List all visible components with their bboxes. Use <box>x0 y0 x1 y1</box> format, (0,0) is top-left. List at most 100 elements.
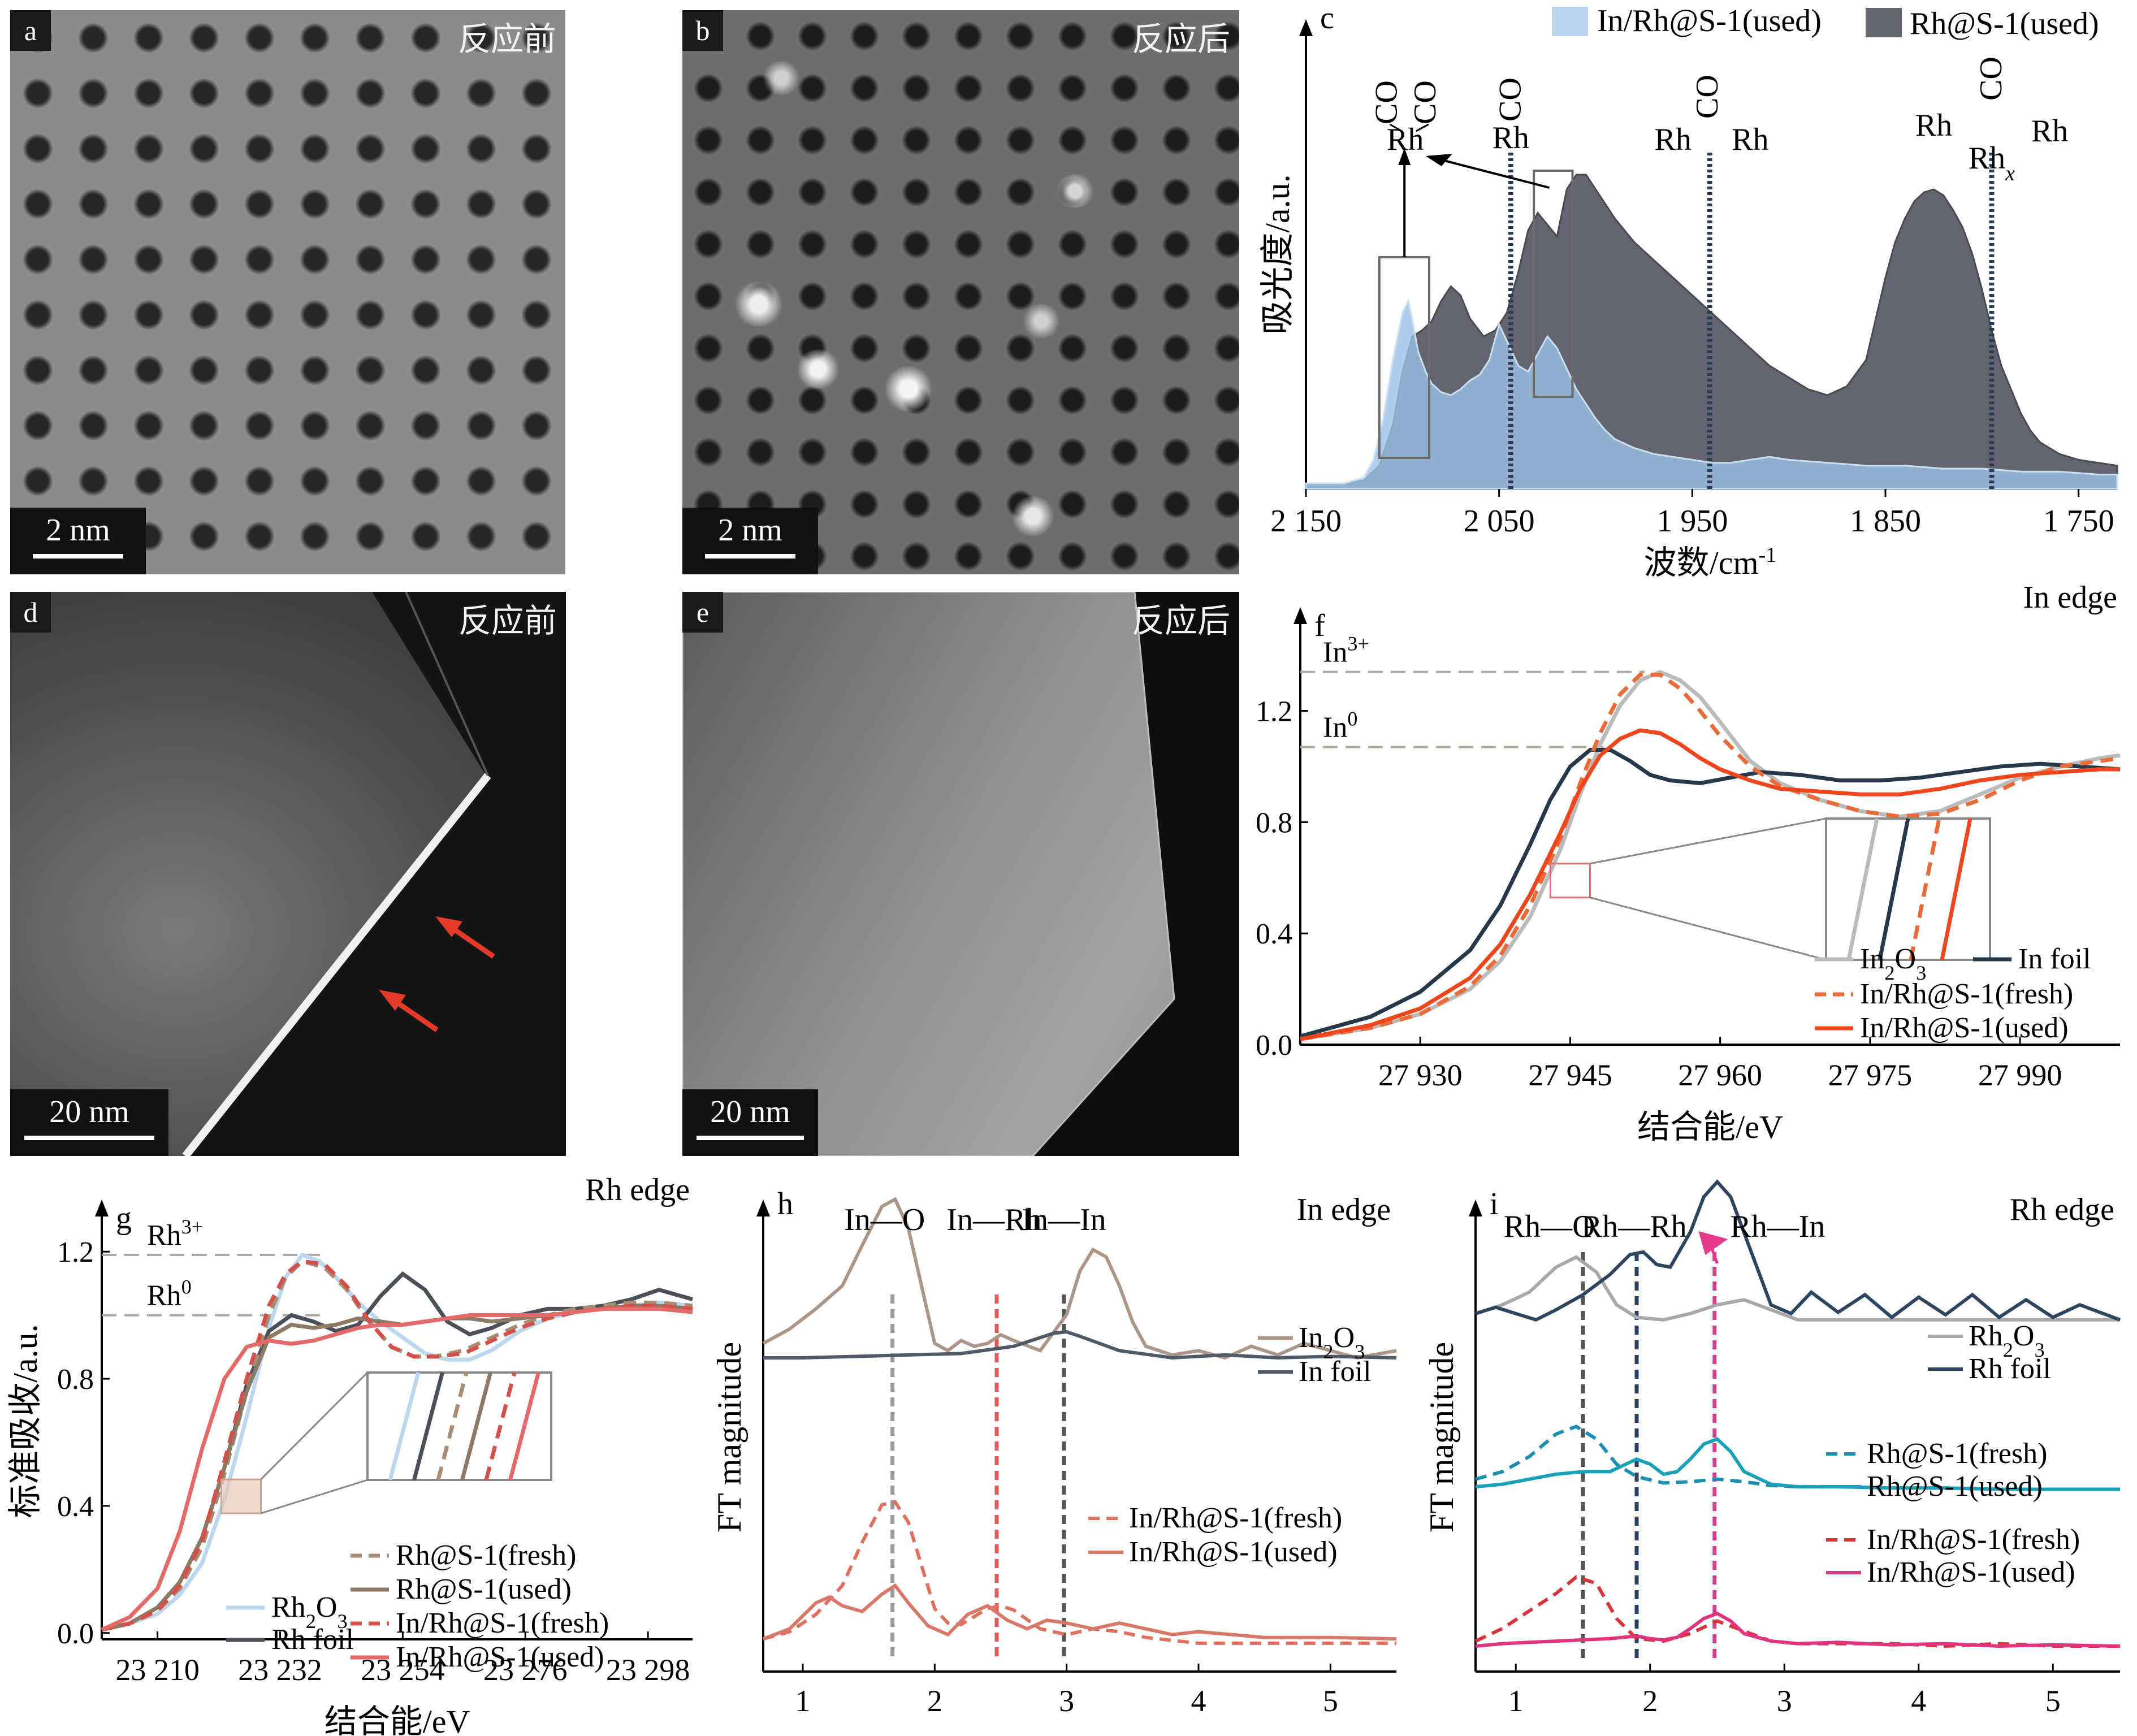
chart-g-zoom-inset <box>366 1371 552 1481</box>
chart-h-series-line <box>762 1197 1397 1360</box>
chart-i-series-line <box>1475 1612 2121 1648</box>
chart-c-arrow-head-icon <box>1398 148 1411 165</box>
chart-f-legend-label: In foil <box>2018 943 2091 975</box>
chart-i-bond-label: Rh—In <box>1730 1209 1825 1244</box>
chart-f-inset-line <box>1846 818 1879 960</box>
chart-c-highlight-box <box>1533 170 1574 398</box>
chart-c-bond <box>1389 123 1403 132</box>
chart-c-arrow-head-icon <box>1425 154 1452 166</box>
panel-d-condition: 反应前 <box>458 603 557 639</box>
chart-f-legend-label: In/Rh@S-1(used) <box>1860 1012 2069 1044</box>
red-arrow-icon <box>435 916 495 959</box>
panel-e-letter: e <box>682 592 723 633</box>
panel-a-tem-image: a 反应前 2 nm <box>10 10 565 574</box>
chart-f-inset-line <box>1909 818 1941 960</box>
chart-f-edge-label: In edge <box>2023 582 2117 615</box>
panel-a-letter: a <box>10 10 51 51</box>
chart-h-legend-label: In2O3 <box>1299 1322 1365 1363</box>
chart-g-zoom-connector <box>260 1371 369 1480</box>
chart-f-x-tick-label: 27 930 <box>1378 1058 1463 1092</box>
panel-b-scalebar: 2 nm <box>682 508 818 574</box>
chart-g-legend-label: In/Rh@S-1(fresh) <box>396 1607 609 1639</box>
chart-f-y-arrow-icon <box>1294 607 1307 624</box>
chart-f-letter: f <box>1314 608 1325 643</box>
panel-a-scale-text: 2 nm <box>46 513 110 548</box>
chart-g-y-tick-label: 0.8 <box>57 1363 94 1396</box>
chart-f-inset-line <box>1878 818 1910 960</box>
panel-a-scalebar: 2 nm <box>10 508 146 574</box>
chart-g-x-tick-label: 23 210 <box>115 1653 200 1687</box>
chart-c-label-rh: Rh <box>1732 122 1768 157</box>
chart-f-zoom-connector <box>1590 817 1827 865</box>
chart-i-y-label: FT magnitude <box>1425 1342 1460 1532</box>
chart-c-legend-in-rh: In/Rh@S-1(used) <box>1597 3 1822 38</box>
chart-g-inset-line <box>484 1372 517 1480</box>
chart-h-legend-label: In/Rh@S-1(fresh) <box>1129 1502 1342 1534</box>
chart-c-letter: c <box>1320 1 1334 36</box>
chart-i-legend-label: Rh2O3 <box>1969 1320 2045 1361</box>
chart-f-series-line <box>1300 748 2121 1038</box>
chart-g-ref-label: Rh3+ <box>147 1215 203 1252</box>
chart-h-legend-label: In foil <box>1299 1356 1372 1388</box>
chart-c-label-co: CO <box>1690 75 1725 119</box>
chart-f-x-label: 结合能/eV <box>1637 1109 1783 1145</box>
bright-cluster <box>1022 304 1061 338</box>
chart-c-arrow <box>1435 157 1550 189</box>
chart-i-series-line <box>1475 1179 2121 1322</box>
chart-c-label-co: CO <box>1369 80 1404 124</box>
chart-f-x-tick-label: 27 975 <box>1828 1058 1913 1092</box>
chart-f-legend-label: In2O3 <box>1860 943 1926 984</box>
chart-i-series-line <box>1475 1437 2120 1491</box>
chart-g-edge-label: Rh edge <box>585 1172 690 1207</box>
chart-g-letter: g <box>116 1201 132 1236</box>
chart-g-x-tick-label: 23 298 <box>606 1653 690 1687</box>
chart-i-y-arrow-icon <box>1469 1200 1482 1217</box>
chart-i-arrow-head-icon <box>1698 1231 1728 1255</box>
chart-f-zoom-region <box>1549 863 1591 899</box>
chart-f-legend-label: In/Rh@S-1(fresh) <box>1860 978 2073 1010</box>
chart-c-x-tick-label: 2 150 <box>1270 504 1342 539</box>
chart-g-legend-label: Rh@S-1(used) <box>396 1573 572 1605</box>
chart-h-series-line <box>763 1330 1397 1360</box>
chart-c-x-tick-label: 2 050 <box>1464 504 1535 539</box>
panel-a-condition: 反应前 <box>457 21 556 58</box>
chart-g-zoom-region <box>220 1478 262 1514</box>
chart-i-legend-label: Rh foil <box>1969 1353 2051 1385</box>
chart-i-bond-label: Rh—Rh <box>1581 1209 1687 1244</box>
chart-c-legend-rh: Rh@S-1(used) <box>1910 6 2099 41</box>
red-arrow-icon <box>379 990 439 1032</box>
chart-c-x-label: 波数/cm-1 <box>1644 543 1777 581</box>
bright-cluster <box>762 61 801 95</box>
chart-i-x-tick-label: 2 <box>1642 1684 1658 1718</box>
chart-f-series-line <box>1300 728 2120 1041</box>
chart-f-inset-line <box>1940 818 1972 960</box>
panel-e-crystal-edge <box>682 592 1239 1156</box>
chart-f-x-tick-label: 27 945 <box>1528 1058 1612 1092</box>
chart-g-x-tick-label: 23 232 <box>238 1653 322 1687</box>
panel-d-scale-text: 20 nm <box>49 1094 129 1129</box>
chart-h-x-tick-label: 4 <box>1191 1684 1206 1718</box>
bright-cluster <box>1055 174 1095 208</box>
chart-f-y-tick-label: 0.0 <box>1256 1029 1292 1062</box>
chart-g-legend-label: In/Rh@S-1(used) <box>396 1641 604 1673</box>
chart-h-edge-label: In edge <box>1297 1192 1391 1227</box>
chart-i-series-line <box>1475 1255 2120 1322</box>
chart-i-x-tick-label: 1 <box>1508 1684 1524 1718</box>
chart-c-label-rh: Rh <box>1387 122 1424 157</box>
chart-c-label-co: CO <box>1408 80 1443 124</box>
chart-h-y-arrow-icon <box>756 1200 770 1217</box>
chart-g-y-tick-label: 0.0 <box>57 1618 94 1650</box>
chart-i-x-tick-label: 3 <box>1777 1684 1792 1718</box>
chart-g-inset-line <box>412 1372 444 1480</box>
panel-e-scale-text: 20 nm <box>710 1094 790 1129</box>
chart-i-x-tick-label: 5 <box>2045 1684 2061 1718</box>
bright-cluster <box>795 349 841 389</box>
chart-f-x-tick-label: 27 990 <box>1978 1058 2062 1092</box>
chart-g-y-label: 标准吸收/a.u. <box>7 1324 44 1518</box>
chart-c-y-arrow-icon <box>1299 19 1313 36</box>
chart-h-y-label: FT magnitude <box>712 1342 748 1532</box>
chart-h-series-line <box>763 1500 1396 1645</box>
chart-f-series-line <box>1300 669 2121 1041</box>
